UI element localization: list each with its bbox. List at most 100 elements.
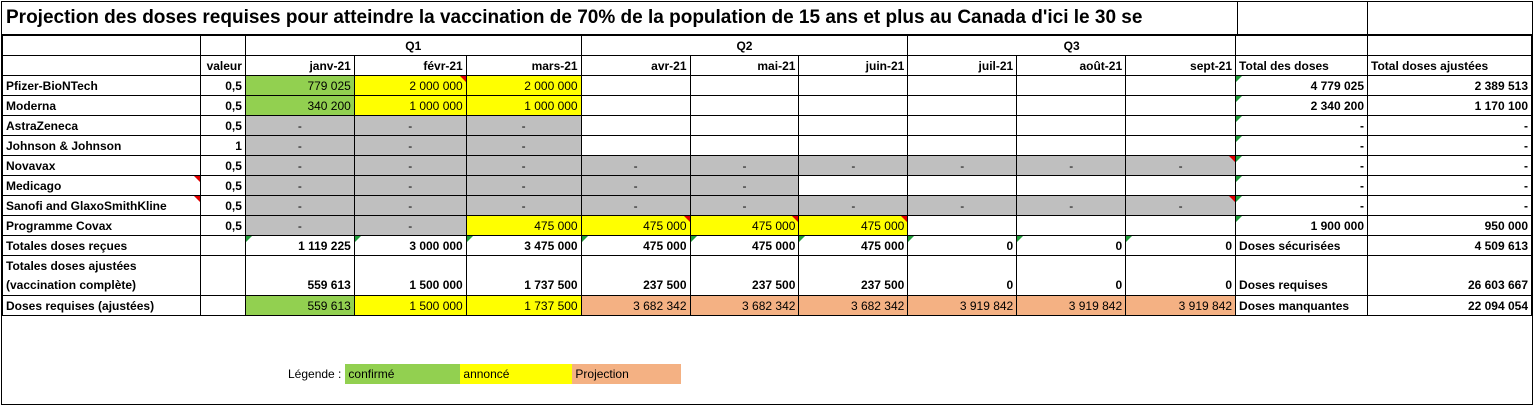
empty-cell[interactable]: [1368, 2, 1532, 35]
summary-value[interactable]: 26 603 667: [1367, 275, 1532, 296]
month-header[interactable]: mars-21: [465, 55, 582, 76]
quarter-header[interactable]: Q3: [907, 35, 1237, 56]
valeur-cell[interactable]: 0,5: [199, 75, 246, 96]
dose-cell[interactable]: [798, 75, 909, 96]
dose-cell[interactable]: [907, 215, 1018, 236]
dose-cell[interactable]: -: [353, 135, 467, 156]
row-label[interactable]: Totales doses ajustées: [2, 255, 201, 276]
dose-cell[interactable]: -: [465, 195, 582, 216]
dose-cell[interactable]: [1125, 175, 1237, 196]
total-cell[interactable]: -: [1235, 135, 1369, 156]
total-cell[interactable]: 1 900 000: [1235, 215, 1369, 236]
dose-cell[interactable]: [689, 115, 800, 136]
dose-cell[interactable]: -: [353, 115, 467, 136]
dose-cell[interactable]: -: [580, 155, 691, 176]
total-cell[interactable]: -: [1235, 115, 1369, 136]
dose-cell[interactable]: [1016, 135, 1127, 156]
month-header[interactable]: août-21: [1016, 55, 1127, 76]
empty-cell[interactable]: [1367, 255, 1532, 276]
dose-cell[interactable]: -: [798, 195, 909, 216]
dose-cell[interactable]: [580, 75, 691, 96]
dose-cell[interactable]: [907, 175, 1018, 196]
total-adjusted-header[interactable]: Total doses ajustées: [1367, 55, 1532, 76]
dose-cell[interactable]: 475 000: [798, 215, 909, 236]
dose-cell[interactable]: -: [689, 195, 800, 216]
empty-cell[interactable]: [199, 275, 246, 296]
dose-cell[interactable]: [580, 135, 691, 156]
dose-cell[interactable]: -: [244, 135, 355, 156]
dose-cell[interactable]: -: [353, 155, 467, 176]
dose-cell[interactable]: [1125, 215, 1237, 236]
summary-label[interactable]: Doses manquantes: [1235, 295, 1369, 316]
total-cell[interactable]: 4 779 025: [1235, 75, 1369, 96]
valeur-cell[interactable]: 0,5: [199, 215, 246, 236]
empty-cell[interactable]: [2, 55, 201, 76]
dose-cell[interactable]: -: [907, 195, 1018, 216]
dose-cell[interactable]: [1125, 135, 1237, 156]
valeur-cell[interactable]: 1: [199, 135, 246, 156]
month-header[interactable]: juin-21: [798, 55, 909, 76]
vaccine-name[interactable]: Johnson & Johnson: [2, 135, 201, 156]
empty-cell[interactable]: [465, 255, 582, 276]
dose-cell[interactable]: [1125, 95, 1237, 116]
sum-cell[interactable]: 0: [1125, 235, 1237, 256]
summary-label[interactable]: Doses requises: [1235, 275, 1369, 296]
summary-value[interactable]: 4 509 613: [1367, 235, 1532, 256]
quarter-header[interactable]: Q2: [580, 35, 909, 56]
dose-cell[interactable]: 2 000 000: [353, 75, 467, 96]
dose-cell[interactable]: [580, 115, 691, 136]
required-cell[interactable]: 559 613: [244, 295, 355, 316]
required-cell[interactable]: 3 682 342: [580, 295, 691, 316]
sum-cell[interactable]: 0: [1125, 275, 1237, 296]
dose-cell[interactable]: [798, 95, 909, 116]
summary-value[interactable]: 22 094 054: [1367, 295, 1532, 316]
empty-cell[interactable]: [199, 255, 246, 276]
month-header[interactable]: sept-21: [1125, 55, 1237, 76]
sum-cell[interactable]: 475 000: [689, 235, 800, 256]
dose-cell[interactable]: -: [465, 115, 582, 136]
empty-cell[interactable]: [1238, 2, 1368, 35]
total-adjusted-cell[interactable]: -: [1367, 195, 1532, 216]
required-cell[interactable]: 3 919 842: [1125, 295, 1237, 316]
total-cell[interactable]: -: [1235, 155, 1369, 176]
empty-cell[interactable]: [199, 235, 246, 256]
valeur-cell[interactable]: 0,5: [199, 115, 246, 136]
dose-cell[interactable]: [689, 135, 800, 156]
total-adjusted-cell[interactable]: -: [1367, 135, 1532, 156]
vaccine-name[interactable]: Novavax: [2, 155, 201, 176]
row-label[interactable]: (vaccination complète): [2, 275, 201, 296]
empty-cell[interactable]: [580, 255, 691, 276]
empty-cell[interactable]: [1235, 35, 1369, 56]
dose-cell[interactable]: 2 000 000: [465, 75, 582, 96]
empty-cell[interactable]: [244, 255, 355, 276]
dose-cell[interactable]: [1016, 115, 1127, 136]
vaccine-name[interactable]: Medicago: [2, 175, 201, 196]
dose-cell[interactable]: -: [689, 175, 800, 196]
total-adjusted-cell[interactable]: -: [1367, 115, 1532, 136]
required-cell[interactable]: 3 919 842: [907, 295, 1018, 316]
dose-cell[interactable]: -: [465, 175, 582, 196]
empty-cell[interactable]: [199, 35, 246, 56]
sum-cell[interactable]: 559 613: [244, 275, 355, 296]
required-cell[interactable]: 3 682 342: [798, 295, 909, 316]
vaccine-name[interactable]: Moderna: [2, 95, 201, 116]
dose-cell[interactable]: [798, 175, 909, 196]
dose-cell[interactable]: -: [353, 175, 467, 196]
month-header[interactable]: juil-21: [907, 55, 1018, 76]
sum-cell[interactable]: 3 475 000: [465, 235, 582, 256]
dose-cell[interactable]: 475 000: [465, 215, 582, 236]
required-cell[interactable]: 3 682 342: [689, 295, 800, 316]
dose-cell[interactable]: [907, 95, 1018, 116]
total-cell[interactable]: 2 340 200: [1235, 95, 1369, 116]
vaccine-name[interactable]: Pfizer-BioNTech: [2, 75, 201, 96]
sum-cell[interactable]: 1 119 225: [244, 235, 355, 256]
dose-cell[interactable]: [1016, 95, 1127, 116]
dose-cell[interactable]: 340 200: [244, 95, 355, 116]
dose-cell[interactable]: [689, 95, 800, 116]
dose-cell[interactable]: [580, 95, 691, 116]
row-label[interactable]: Doses requises (ajustées): [2, 295, 201, 316]
dose-cell[interactable]: [689, 75, 800, 96]
total-adjusted-cell[interactable]: -: [1367, 175, 1532, 196]
sum-cell[interactable]: 237 500: [580, 275, 691, 296]
total-adjusted-cell[interactable]: 950 000: [1367, 215, 1532, 236]
